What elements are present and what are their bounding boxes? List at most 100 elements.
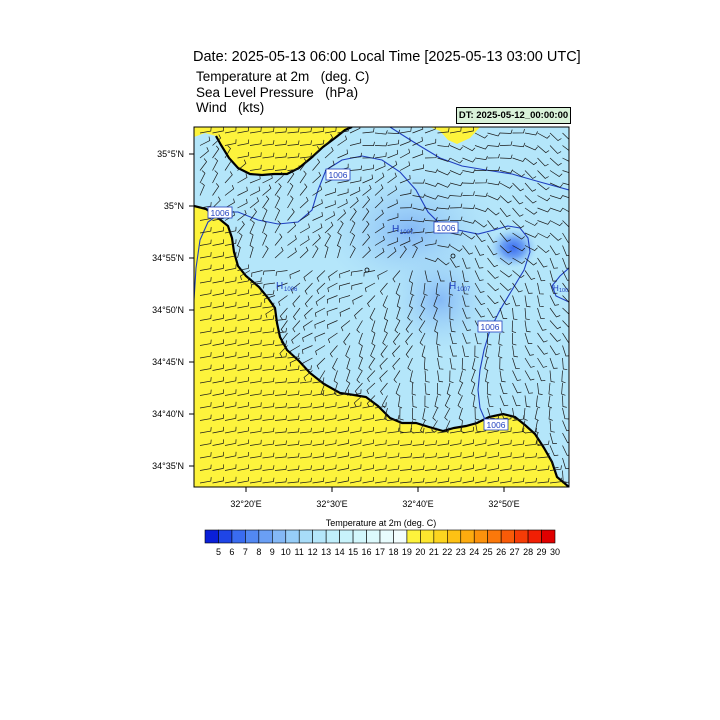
field-wind: Wind (kts) [196, 100, 264, 115]
high-pressure-value: 1006 [284, 287, 298, 293]
wind-barb [399, 227, 412, 234]
wind-barb [449, 332, 457, 345]
wind-barb [274, 440, 287, 446]
wind-barb [424, 127, 436, 134]
wind-barb [224, 158, 232, 171]
wind-barb [409, 370, 414, 384]
wind-barb [362, 464, 375, 471]
wind-barb [487, 232, 498, 243]
wind-barb [249, 232, 254, 246]
wind-barb [324, 414, 337, 421]
wind-barb [237, 220, 245, 234]
wind-barb [358, 357, 363, 371]
wind-barb [484, 357, 489, 372]
wind-barb [224, 364, 237, 371]
wind-barb [436, 382, 442, 396]
wind-barb [424, 452, 437, 459]
wind-barb [524, 245, 538, 252]
high-pressure-value: 100 [559, 288, 568, 294]
wind-barb [302, 357, 313, 368]
wind-barb [262, 290, 275, 296]
wind-barb [287, 195, 294, 209]
wind-barb [274, 207, 281, 221]
wind-barb [387, 237, 399, 246]
wind-barb [374, 464, 387, 471]
wind-barb [287, 352, 300, 359]
wind-barb [448, 282, 454, 296]
wind-barb [499, 282, 512, 291]
wind-barb [299, 452, 312, 459]
wind-barb [280, 332, 288, 346]
colorbar-label: 25 [483, 547, 493, 557]
wind-barb [312, 158, 321, 171]
x-axis [245, 487, 505, 492]
wind-barb [237, 173, 248, 184]
wind-barb [337, 389, 349, 396]
wind-barb [549, 320, 562, 330]
wind-barb [324, 160, 335, 171]
wind-barb [537, 257, 548, 268]
wind-barb [362, 127, 375, 134]
wind-barb [249, 127, 262, 134]
wind-barb [262, 195, 270, 209]
wind-barb [412, 206, 426, 211]
wind-barb [212, 314, 224, 321]
wind-barb [499, 477, 512, 484]
wind-barb [249, 414, 262, 421]
wind-barb [349, 245, 356, 259]
colorbar-label: 11 [295, 547, 304, 557]
wind-barb [462, 191, 475, 196]
wind-barb [274, 352, 287, 359]
wind-barb [449, 231, 463, 236]
wind-barb [524, 332, 533, 344]
wind-barb [324, 464, 337, 471]
field-temperature-name: Temperature at 2m [196, 69, 310, 84]
wind-barb [549, 420, 555, 433]
wind-barb [499, 370, 506, 383]
wind-barb [274, 140, 287, 146]
isobar-label: 1006 [329, 170, 348, 180]
wind-barb [287, 427, 300, 434]
wind-barb [199, 302, 212, 309]
wind-barb [549, 282, 558, 294]
wind-barb [512, 395, 521, 407]
wind-barb [471, 357, 477, 371]
wind-barb [549, 477, 562, 484]
wind-barb [337, 232, 342, 246]
colorbar-swatch [500, 529, 515, 544]
y-tick-label: 34°50'N [152, 305, 184, 315]
wind-barb [299, 390, 312, 396]
wind-barb [299, 365, 312, 371]
wind-barb [562, 170, 569, 173]
wind-barb [324, 211, 336, 221]
wind-barb [312, 223, 323, 234]
wind-barb [262, 232, 268, 246]
wind-barb [512, 345, 518, 358]
wind-barb [562, 257, 569, 269]
colorbar-label: 24 [469, 547, 479, 557]
wind-barb [274, 233, 283, 246]
wind-barb [449, 270, 456, 283]
wind-barb [349, 152, 362, 159]
wind-barb [512, 232, 525, 240]
wind-barb [199, 377, 212, 384]
wind-barb [549, 145, 562, 154]
wind-barb [224, 389, 237, 396]
wind-barb [474, 439, 487, 446]
colorbar-label: 8 [256, 547, 261, 557]
wind-barb [262, 270, 276, 276]
high-pressure-letter: H [276, 281, 283, 292]
wind-barb [349, 186, 361, 196]
wind-barb [462, 426, 474, 434]
wind-barb [237, 414, 250, 421]
wind-barb [512, 257, 526, 265]
wind-barb [424, 239, 437, 246]
wind-barb [387, 172, 397, 184]
x-tick-label: 32°30'E [316, 499, 347, 509]
wind-barb [562, 182, 569, 186]
wind-barb [369, 307, 376, 321]
wind-barb [358, 332, 363, 346]
wind-barb [312, 414, 325, 421]
wind-barb [392, 270, 401, 283]
wind-barb [537, 270, 546, 282]
